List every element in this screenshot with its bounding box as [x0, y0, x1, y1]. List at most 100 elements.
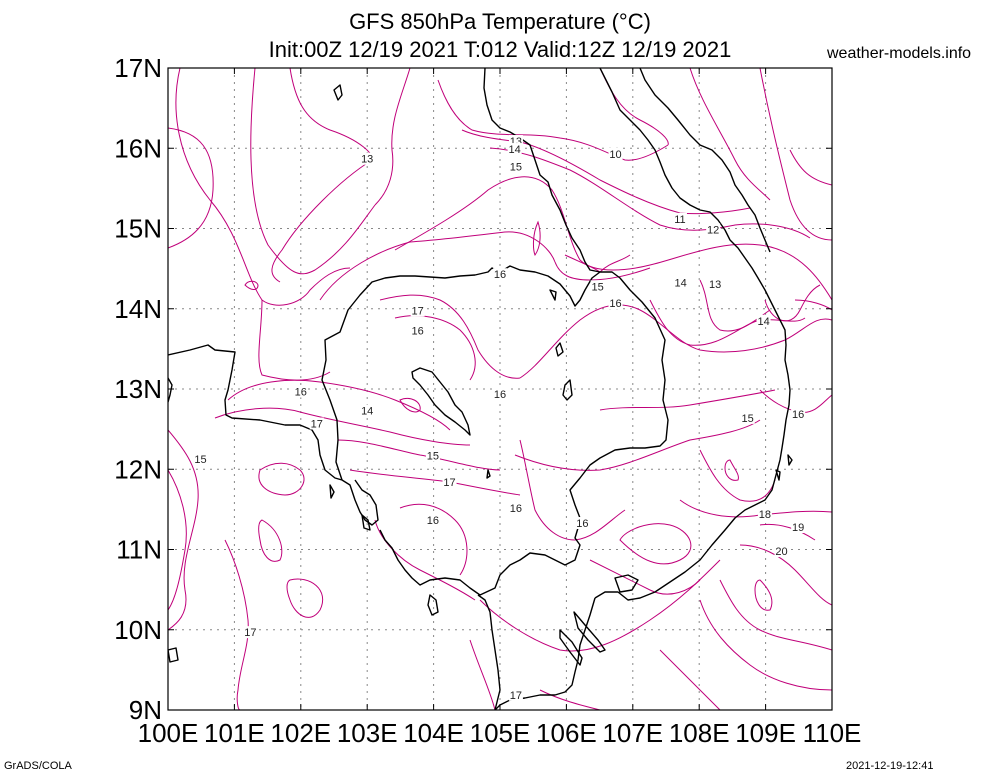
- north-vietnam-coast: [639, 68, 771, 253]
- isotherm-label: 15: [427, 451, 439, 463]
- isotherm-label-bg: [508, 160, 523, 173]
- small-island: [555, 342, 564, 357]
- small-island: [787, 454, 793, 466]
- isotherm-line: [258, 462, 305, 496]
- isotherm-label: 14: [508, 144, 520, 156]
- isotherm-label: 14: [361, 406, 373, 418]
- isotherm-label: 14: [757, 316, 769, 328]
- isotherm-line: [764, 284, 821, 322]
- isotherm-label-bg: [608, 147, 623, 160]
- isotherm-line: [699, 599, 832, 691]
- lon-tick-label: 101E: [204, 718, 265, 748]
- isotherm-label: 13: [709, 279, 721, 291]
- isotherm-line: [168, 127, 214, 249]
- isotherm-label-bg: [507, 143, 522, 156]
- isotherm-label: 20: [775, 546, 787, 558]
- small-island: [614, 574, 639, 593]
- isotherm-line: [724, 459, 739, 481]
- lat-tick-label: 11N: [116, 535, 162, 565]
- small-island: [573, 611, 606, 653]
- small-island: [559, 629, 583, 666]
- isotherm-line: [759, 523, 816, 541]
- isotherm-line: [659, 649, 721, 710]
- longitude-axis: 100E 101E 102E 103E 104E 105E 106E 107E 108E 109E…: [138, 68, 861, 748]
- small-island: [427, 594, 439, 616]
- isotherm-label-bg: [791, 407, 806, 420]
- isotherm-line: [394, 315, 476, 381]
- isotherm-label-bg: [708, 277, 723, 290]
- isotherm-line: [754, 579, 773, 611]
- isotherm-line: [258, 519, 283, 562]
- isotherm-label: 15: [742, 413, 754, 425]
- isotherm-line: [589, 559, 701, 595]
- tonle-sap: [411, 367, 471, 436]
- isotherm-line: [461, 129, 751, 215]
- mainland-coast: [168, 344, 379, 526]
- isotherm-label: 16: [576, 518, 588, 530]
- lat-tick-label: 12N: [114, 454, 162, 484]
- isotherm-label: 16: [295, 386, 307, 398]
- isotherm-label: 17: [311, 419, 323, 431]
- isotherm-line: [337, 439, 501, 471]
- isotherm-label: 16: [792, 409, 804, 421]
- isotherm-label: 17: [412, 305, 424, 317]
- lat-tick-label: 17N: [114, 53, 162, 83]
- isotherm-line: [286, 578, 324, 618]
- isotherm-label: 15: [510, 162, 522, 174]
- isotherm-label: 11: [674, 214, 685, 226]
- isotherm-label-bg: [493, 387, 507, 400]
- isotherm-label-bg: [410, 324, 425, 337]
- isotherm-label: 16: [412, 325, 424, 337]
- isotherm-line: [379, 294, 521, 379]
- isotherm-label-bg: [756, 314, 771, 327]
- isotherm-label-bg: [410, 304, 425, 317]
- isotherm-line: [699, 449, 776, 502]
- isotherm-label-bg: [360, 152, 375, 165]
- isotherm-line: [514, 419, 761, 471]
- isotherm-line: [532, 220, 541, 257]
- isotherm-label-bg: [493, 268, 507, 281]
- cambodia-border: [321, 265, 669, 596]
- isotherm-label: 17: [510, 690, 522, 702]
- isotherm-label-bg: [757, 508, 772, 521]
- isotherm-label-bg: [608, 297, 623, 310]
- isotherm-line: [250, 68, 376, 275]
- isotherm-label-bg: [193, 452, 208, 465]
- credit-label: GrADS/COLA: [4, 760, 72, 772]
- west-coast-lower: [477, 594, 501, 710]
- isotherm-label-bg: [425, 513, 440, 526]
- isotherm-line: [619, 523, 692, 565]
- isotherm-line: [289, 68, 373, 161]
- isotherm-label: 16: [427, 515, 439, 527]
- isotherm-label: 17: [443, 477, 455, 489]
- isotherm-label-bg: [508, 688, 523, 701]
- isotherm-line: [469, 639, 496, 710]
- lat-tick-label: 9N: [129, 695, 162, 725]
- isotherm-label: 15: [194, 454, 206, 466]
- isotherm-line: [519, 439, 626, 541]
- isotherm-label-bg: [425, 449, 440, 462]
- isotherm-line: [261, 267, 351, 306]
- isotherm-line: [224, 539, 249, 710]
- gulf-coast-west: [168, 377, 173, 403]
- lon-tick-label: 109E: [735, 718, 796, 748]
- isotherm-label-bg: [309, 417, 324, 430]
- lat-tick-label: 15N: [114, 214, 162, 244]
- small-island: [562, 379, 573, 401]
- small-island: [549, 289, 557, 301]
- isotherm-line: [399, 397, 421, 413]
- isotherm-label: 18: [759, 509, 771, 521]
- lat-tick-label: 10N: [114, 615, 162, 645]
- small-island: [486, 469, 491, 479]
- latitude-axis: 17N 16N 15N 14N 13N 12N 11N 10N 9N: [114, 53, 832, 725]
- small-island: [333, 84, 343, 101]
- isotherm-label: 16: [609, 298, 621, 310]
- lon-tick-label: 108E: [669, 718, 730, 748]
- isotherm-line: [175, 68, 331, 381]
- isotherm-label-bg: [672, 212, 687, 225]
- isotherm-line: [599, 68, 669, 146]
- isotherm-line: [479, 559, 721, 652]
- lat-tick-label: 13N: [114, 374, 162, 404]
- isotherm-label-bg: [673, 276, 688, 289]
